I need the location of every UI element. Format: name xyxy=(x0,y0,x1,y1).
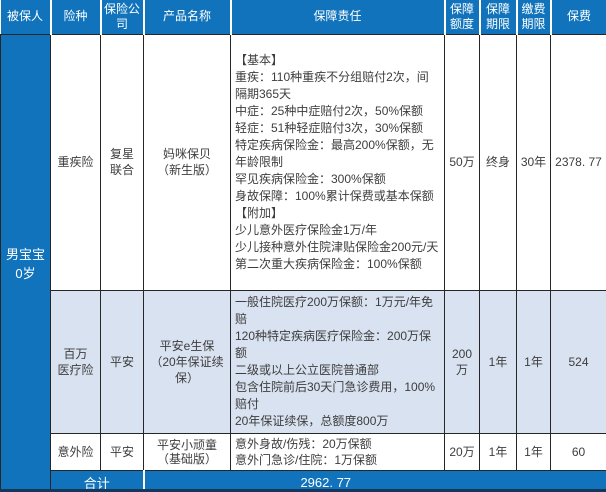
premium-cell: 2378. 77 xyxy=(550,33,606,291)
product-cell: 平安小顽童 （基础版） xyxy=(143,432,231,471)
product-cell: 妈咪保贝 （新生版） xyxy=(143,33,231,291)
table-row-accident: 意外险 平安 平安小顽童 （基础版） 意外身故/伤残：20万保额 意外门急诊/住… xyxy=(1,432,606,471)
term-cell: 终身 xyxy=(479,33,517,291)
header-coverage: 保障责任 xyxy=(229,0,445,35)
pay-term-cell: 1年 xyxy=(516,289,551,434)
header-term: 保障期限 xyxy=(478,0,517,35)
total-label: 合计 xyxy=(50,469,145,489)
company-cell: 复星 联合 xyxy=(100,33,144,291)
header-type: 险种 xyxy=(49,0,101,35)
amount-cell: 50万 xyxy=(444,33,480,291)
company-cell: 平安 xyxy=(100,432,144,471)
header-premium: 保费 xyxy=(549,0,606,35)
amount-cell: 200万 xyxy=(444,289,480,434)
table-row-critical-illness: 男宝宝 0岁 重疾险 复星 联合 妈咪保贝 （新生版） 【基本】 重疾：110种… xyxy=(0,33,606,489)
header-pay-term: 缴费期限 xyxy=(515,0,551,35)
premium-cell: 524 xyxy=(550,289,606,434)
term-cell: 1年 xyxy=(479,289,517,434)
pay-term-cell: 1年 xyxy=(516,432,551,471)
type-cell: 重疾险 xyxy=(50,33,101,291)
term-cell: 1年 xyxy=(479,432,517,471)
total-premium-value: 2962. 77 xyxy=(143,469,606,489)
coverage-cell: 意外身故/伤残：20万保额 意外门急诊/住院：1万保额 xyxy=(230,432,445,471)
product-cell: 平安e生保 （20年保证续 保） xyxy=(143,289,231,434)
total-row: 合计 2962. 77 xyxy=(1,469,606,489)
table-row-medical: 百万 医疗险 平安 平安e生保 （20年保证续 保） 一般住院医疗200万保额：… xyxy=(1,289,606,434)
company-cell: 平安 xyxy=(100,289,144,434)
coverage-cell: 【基本】 重疾：110种重疾不分组赔付2次，间隔期365天 中症：25种中症赔付… xyxy=(230,33,445,291)
pay-term-cell: 30年 xyxy=(516,33,551,291)
type-cell: 意外险 xyxy=(50,432,101,471)
header-product: 产品名称 xyxy=(142,0,231,35)
coverage-cell: 一般住院医疗200万保额：1万元/年免赔 120种特定疾病医疗保险金：200万保… xyxy=(230,289,445,434)
header-amount: 保障额度 xyxy=(443,0,480,35)
type-cell: 百万 医疗险 xyxy=(50,289,101,434)
header-company: 保险公司 xyxy=(99,0,144,35)
premium-cell: 60 xyxy=(550,432,606,471)
header-insured: 被保人 xyxy=(0,0,51,35)
header-row: 被保人 险种 保险公司 产品名称 保障责任 保障额度 保障期限 缴费期限 保费 xyxy=(0,0,606,35)
amount-cell: 20万 xyxy=(444,432,480,471)
insured-person-cell: 男宝宝 0岁 xyxy=(0,33,51,489)
